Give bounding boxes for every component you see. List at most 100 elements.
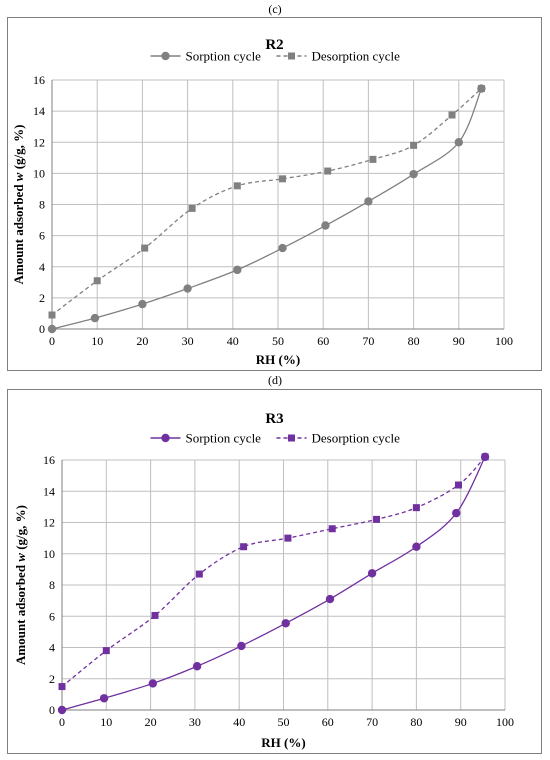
chart-panel-r2: R2 0 10 20 30 40 50 60 70 80 90 100 0 2 4 6 8 10 12 14 16 RH …	[7, 17, 542, 371]
y-tick-label: 6	[39, 229, 45, 243]
data-point-desorption	[328, 525, 336, 533]
x-tick-label: 10	[100, 715, 112, 729]
legend: Sorption cycle Desorption cycle	[150, 431, 401, 446]
x-tick-label: 100	[495, 334, 513, 348]
data-point-desorption	[48, 311, 56, 319]
data-point-sorption	[47, 324, 57, 334]
data-point-sorption	[233, 265, 242, 275]
legend-marker-square	[288, 52, 295, 60]
legend: Sorption cycle Desorption cycle	[150, 49, 401, 64]
legend-marker-square	[288, 434, 295, 442]
y-tick-label: 16	[33, 73, 45, 87]
series-line-desorption	[51, 88, 482, 316]
gridlines	[61, 459, 506, 711]
data-point-desorption	[412, 504, 420, 512]
x-tick-label: 40	[227, 334, 239, 348]
x-tick-label: 90	[453, 334, 465, 348]
series-sorption	[47, 84, 486, 334]
legend-label-desorption: Desorption cycle	[312, 49, 401, 64]
chart-r3-svg: R3 0 10 20 30 40 50 60 70 80 90 100 0 2 4 6 8 10 12 14 16 RH …	[13, 411, 514, 750]
chart-title: R2	[265, 37, 283, 53]
series-line-sorption	[61, 456, 486, 711]
y-tick-label: 14	[33, 104, 45, 118]
y-tick-label: 10	[43, 547, 55, 561]
x-tick-label: 60	[317, 334, 329, 348]
chart-r2-svg: R2 0 10 20 30 40 50 60 70 80 90 100 0 2 4 6 8 10 12 14 16 RH …	[11, 37, 513, 367]
x-tick-label: 60	[322, 715, 334, 729]
x-axis-label: RH (%)	[256, 352, 300, 367]
x-tick-label: 70	[362, 334, 374, 348]
data-point-desorption	[448, 111, 456, 119]
x-tick-label: 30	[182, 334, 194, 348]
data-point-desorption	[195, 570, 203, 578]
data-point-desorption	[324, 167, 332, 175]
x-tick-label: 70	[366, 715, 378, 729]
data-point-sorption	[99, 694, 109, 703]
data-point-desorption	[233, 182, 241, 190]
data-point-sorption	[325, 594, 335, 604]
data-point-sorption	[148, 679, 158, 688]
x-tick-label: 0	[59, 715, 65, 729]
x-tick-label: 100	[496, 715, 514, 729]
y-axis-label-part: w	[11, 172, 26, 181]
y-tick-label: 10	[33, 166, 45, 180]
legend-marker-circle	[161, 51, 170, 61]
data-point-desorption	[151, 611, 159, 619]
data-point-sorption	[281, 619, 290, 628]
data-point-desorption	[454, 481, 462, 489]
data-point-sorption	[364, 197, 373, 206]
data-point-sorption	[237, 641, 246, 651]
data-point-desorption	[284, 534, 292, 542]
chart-panel-r3: R3 0 10 20 30 40 50 60 70 80 90 100 0 2 4 6 8 10 12 14 16 RH …	[7, 389, 542, 754]
series-desorption	[58, 453, 489, 691]
x-tick-label: 0	[49, 334, 55, 348]
y-tick-label: 8	[39, 198, 45, 212]
legend-marker-circle	[161, 433, 170, 443]
gridlines	[51, 79, 505, 330]
data-point-sorption	[452, 508, 461, 518]
series-desorption	[48, 85, 485, 319]
y-axis-label-part: (g/g, %)	[11, 125, 26, 173]
y-tick-label: 12	[33, 135, 45, 149]
y-axis-label: Amount adsorbed w (g/g, %)	[11, 125, 26, 285]
data-point-desorption	[373, 515, 381, 523]
y-tick-label: 4	[49, 641, 55, 655]
data-point-desorption	[188, 204, 196, 212]
y-axis-label-part: Amount adsorbed	[11, 181, 26, 284]
data-point-desorption	[481, 453, 489, 461]
y-tick-label: 0	[39, 322, 45, 336]
x-tick-label: 50	[278, 715, 290, 729]
data-point-desorption	[141, 244, 149, 252]
data-point-desorption	[279, 175, 287, 183]
data-point-desorption	[102, 647, 110, 655]
y-tick-label: 6	[49, 609, 55, 623]
y-tick-label: 14	[43, 484, 55, 498]
data-point-sorption	[278, 243, 287, 253]
y-tick-label: 0	[49, 703, 55, 717]
x-tick-label: 30	[189, 715, 201, 729]
data-point-desorption	[410, 141, 418, 149]
data-point-sorption	[409, 169, 418, 179]
data-point-sorption	[57, 705, 67, 715]
data-point-sorption	[192, 662, 202, 671]
data-point-desorption	[477, 85, 485, 93]
legend-label-desorption: Desorption cycle	[312, 431, 401, 446]
y-tick-label: 4	[39, 260, 45, 274]
data-point-desorption	[369, 155, 377, 163]
x-tick-label: 80	[408, 334, 420, 348]
y-axis-label-part: Amount adsorbed	[13, 562, 28, 665]
x-tick-label: 90	[455, 715, 467, 729]
x-tick-label: 10	[91, 334, 103, 348]
legend-label-sorption: Sorption cycle	[186, 49, 262, 64]
chart-title: R3	[265, 411, 283, 427]
x-tick-label: 40	[233, 715, 245, 729]
data-point-sorption	[90, 313, 100, 323]
data-point-sorption	[367, 569, 377, 578]
y-tick-label: 8	[49, 578, 55, 592]
data-point-sorption	[412, 542, 421, 551]
x-tick-label: 20	[145, 715, 157, 729]
series-line-sorption	[51, 88, 482, 330]
series-sorption	[57, 452, 490, 715]
x-tick-label: 20	[136, 334, 148, 348]
legend-label-sorption: Sorption cycle	[186, 431, 262, 446]
